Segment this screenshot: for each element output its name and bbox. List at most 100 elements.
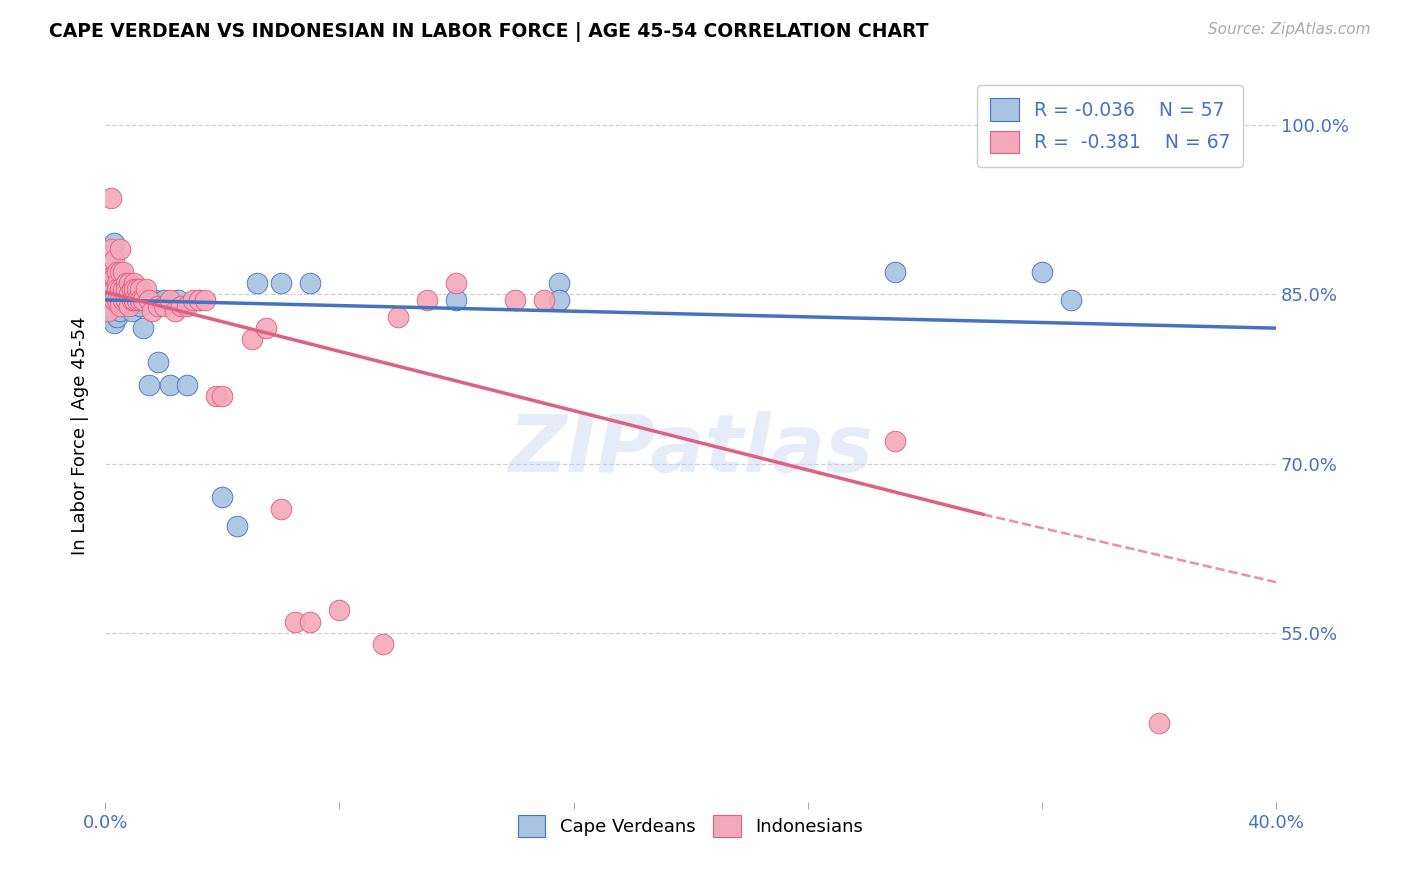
Point bbox=[121, 282, 143, 296]
Point bbox=[108, 276, 131, 290]
Point bbox=[167, 293, 190, 307]
Point bbox=[284, 615, 307, 629]
Point bbox=[117, 276, 139, 290]
Point bbox=[152, 293, 174, 307]
Point bbox=[108, 293, 131, 307]
Point bbox=[121, 304, 143, 318]
Point bbox=[105, 282, 128, 296]
Point bbox=[127, 293, 149, 307]
Point bbox=[416, 293, 439, 307]
Point bbox=[138, 377, 160, 392]
Point bbox=[103, 299, 125, 313]
Point bbox=[97, 293, 120, 307]
Point bbox=[211, 389, 233, 403]
Point bbox=[111, 265, 134, 279]
Point bbox=[100, 265, 122, 279]
Point bbox=[111, 293, 134, 307]
Point bbox=[100, 270, 122, 285]
Point bbox=[270, 276, 292, 290]
Point bbox=[103, 282, 125, 296]
Point bbox=[108, 293, 131, 307]
Point bbox=[97, 293, 120, 307]
Point bbox=[170, 299, 193, 313]
Point bbox=[387, 310, 409, 324]
Point bbox=[159, 293, 181, 307]
Point bbox=[129, 282, 152, 296]
Point bbox=[111, 276, 134, 290]
Point bbox=[187, 293, 209, 307]
Point bbox=[446, 293, 468, 307]
Point bbox=[152, 299, 174, 313]
Point bbox=[176, 299, 198, 313]
Point bbox=[105, 276, 128, 290]
Point bbox=[129, 293, 152, 307]
Point bbox=[146, 299, 169, 313]
Point bbox=[100, 310, 122, 324]
Point bbox=[97, 304, 120, 318]
Point bbox=[124, 282, 146, 296]
Point bbox=[165, 304, 187, 318]
Point bbox=[121, 293, 143, 307]
Point bbox=[533, 293, 555, 307]
Point bbox=[105, 265, 128, 279]
Point bbox=[108, 287, 131, 301]
Point bbox=[100, 299, 122, 313]
Point bbox=[270, 501, 292, 516]
Point bbox=[146, 355, 169, 369]
Point bbox=[132, 293, 155, 307]
Point bbox=[884, 434, 907, 448]
Point bbox=[114, 282, 136, 296]
Point bbox=[124, 293, 146, 307]
Point bbox=[100, 242, 122, 256]
Point bbox=[127, 282, 149, 296]
Point bbox=[547, 276, 569, 290]
Point bbox=[884, 265, 907, 279]
Point bbox=[246, 276, 269, 290]
Point bbox=[254, 321, 277, 335]
Point bbox=[103, 236, 125, 251]
Point bbox=[108, 282, 131, 296]
Point bbox=[373, 637, 395, 651]
Point bbox=[100, 282, 122, 296]
Point bbox=[181, 293, 204, 307]
Text: Source: ZipAtlas.com: Source: ZipAtlas.com bbox=[1208, 22, 1371, 37]
Point bbox=[503, 293, 526, 307]
Point bbox=[1060, 293, 1083, 307]
Point bbox=[108, 304, 131, 318]
Point bbox=[111, 282, 134, 296]
Point bbox=[141, 293, 163, 307]
Point bbox=[103, 270, 125, 285]
Text: ZIPatlas: ZIPatlas bbox=[508, 411, 873, 489]
Y-axis label: In Labor Force | Age 45-54: In Labor Force | Age 45-54 bbox=[72, 316, 89, 555]
Point bbox=[105, 276, 128, 290]
Text: CAPE VERDEAN VS INDONESIAN IN LABOR FORCE | AGE 45-54 CORRELATION CHART: CAPE VERDEAN VS INDONESIAN IN LABOR FORC… bbox=[49, 22, 929, 42]
Point bbox=[103, 282, 125, 296]
Point bbox=[111, 293, 134, 307]
Point bbox=[121, 293, 143, 307]
Point bbox=[111, 282, 134, 296]
Point bbox=[132, 321, 155, 335]
Point bbox=[240, 333, 263, 347]
Point bbox=[97, 282, 120, 296]
Point bbox=[114, 276, 136, 290]
Point bbox=[108, 242, 131, 256]
Point bbox=[135, 293, 157, 307]
Point bbox=[127, 293, 149, 307]
Point bbox=[226, 518, 249, 533]
Point bbox=[1031, 265, 1053, 279]
Point bbox=[187, 293, 209, 307]
Point bbox=[103, 270, 125, 285]
Legend: Cape Verdeans, Indonesians: Cape Verdeans, Indonesians bbox=[510, 808, 870, 845]
Point bbox=[108, 265, 131, 279]
Point bbox=[103, 293, 125, 307]
Point bbox=[299, 615, 322, 629]
Point bbox=[108, 299, 131, 313]
Point bbox=[328, 603, 350, 617]
Point bbox=[159, 377, 181, 392]
Point bbox=[1147, 716, 1170, 731]
Point bbox=[114, 282, 136, 296]
Point bbox=[205, 389, 228, 403]
Point bbox=[100, 191, 122, 205]
Point bbox=[105, 310, 128, 324]
Point bbox=[103, 304, 125, 318]
